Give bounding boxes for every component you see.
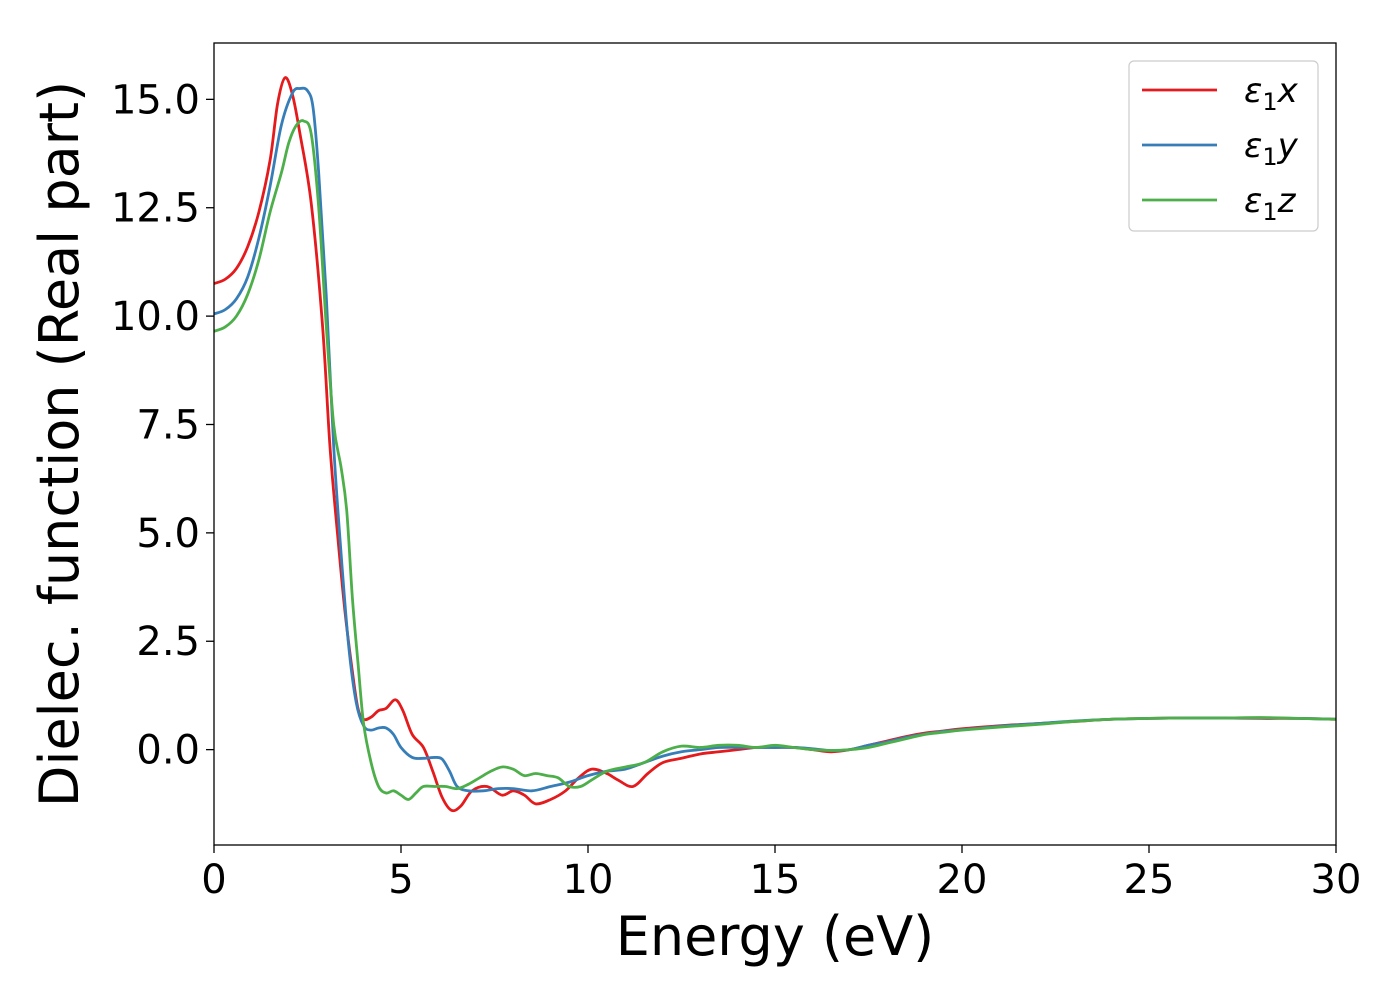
x-tick-label: 20 [937,857,988,903]
legend-label-subscript: 1 [1262,198,1277,226]
y-tick-label: 2.5 [136,619,200,665]
y-tick-label: 0.0 [136,728,200,774]
legend-label-subscript: 1 [1262,88,1277,116]
legend-label-symbol: ε [1244,181,1262,221]
legend-box [1128,60,1319,232]
x-axis: 0 5 10 15 20 25 30 [201,845,1361,903]
y-tick-label: 7.5 [136,402,200,448]
legend-label-y: ε1y [1244,126,1299,171]
x-tick-label: 0 [201,857,226,903]
series-layer [214,76,1336,813]
legend-label-x: ε1x [1244,71,1299,116]
x-tick-label: 25 [1124,857,1175,903]
legend-label-z: ε1z [1244,181,1297,226]
x-axis-label: Energy (eV) [616,905,935,968]
y-tick-label: 15.0 [111,77,200,123]
legend-label-subscript: 1 [1262,143,1277,171]
legend-label-symbol: ε [1244,71,1262,111]
series-line-z [214,119,1336,801]
legend-label-symbol: ε [1244,126,1262,166]
x-tick-label: 5 [388,857,413,903]
legend-label-component: y [1277,126,1299,166]
legend-label-component: x [1277,71,1299,111]
y-tick-label: 10.0 [111,294,200,340]
legend-label-component: z [1277,181,1297,221]
y-axis-label: Dielec. function (Real part) [28,81,91,807]
y-tick-label: 12.5 [111,186,200,232]
x-tick-label: 15 [750,857,801,903]
y-tick-label: 5.0 [136,511,200,557]
x-tick-label: 10 [563,857,614,903]
x-tick-label: 30 [1311,857,1362,903]
y-axis: 0.0 2.5 5.0 7.5 10.0 12.5 15.0 [111,77,214,774]
